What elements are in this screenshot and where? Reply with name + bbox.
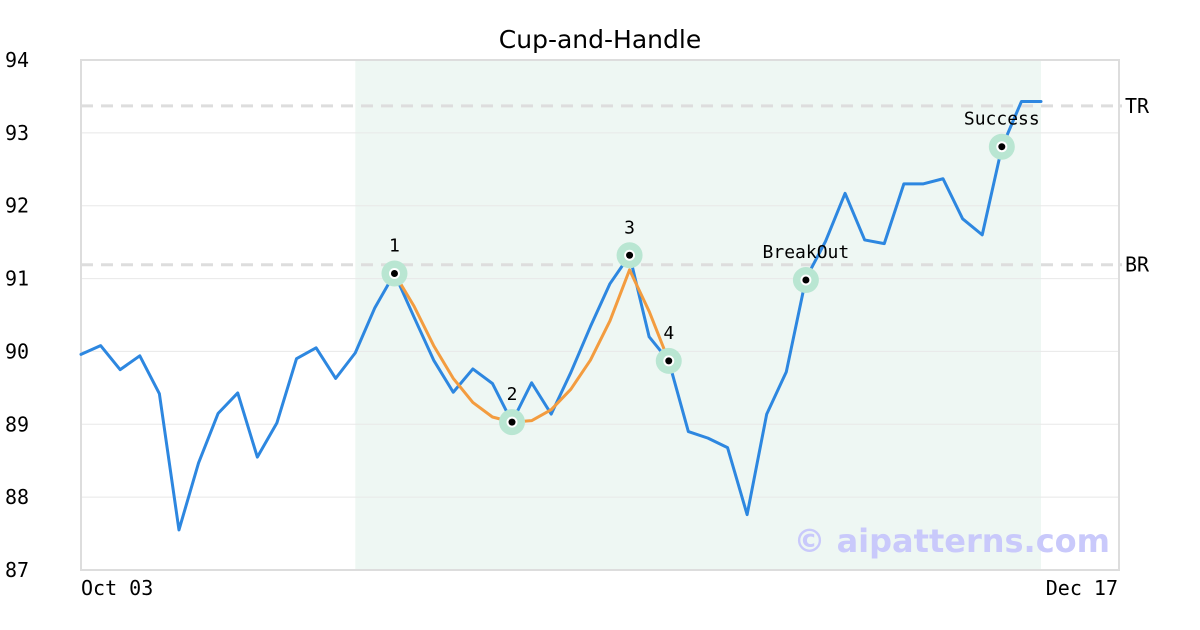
y-tick-label: 91 (5, 267, 29, 291)
y-tick-label: 94 (5, 48, 29, 72)
y-tick-label: 93 (5, 121, 29, 145)
x-end-label: Dec 17 (1046, 576, 1118, 600)
cup-fit-series-line (392, 268, 671, 424)
y-tick-label: 90 (5, 339, 29, 363)
y-axis-ticks: 87 88 89 90 91 92 93 94 (5, 48, 29, 582)
marker-label-success: Success (964, 109, 1040, 130)
series-lines (79, 100, 1043, 532)
marker-dot-success (998, 143, 1006, 151)
y-tick-label: 89 (5, 412, 29, 436)
y-tick-label: 92 (5, 194, 29, 218)
chart-title: Cup-and-Handle (499, 25, 701, 54)
marker-label-1: 1 (389, 235, 400, 256)
plot-frame (80, 59, 1120, 571)
grid-lines (81, 132, 1119, 498)
pattern-markers: 1 2 3 4 BreakOut Success (381, 109, 1040, 436)
reference-label-tr: TR (1125, 94, 1150, 118)
marker-label-4: 4 (663, 323, 674, 344)
y-tick-label: 87 (5, 558, 29, 582)
marker-dot-2 (508, 418, 516, 426)
marker-dot-4 (665, 357, 673, 365)
y-tick-label: 88 (5, 485, 29, 509)
marker-dot-1 (390, 269, 398, 277)
marker-dot-3 (626, 251, 634, 259)
watermark: © aipatterns.com (793, 522, 1110, 560)
marker-label-3: 3 (624, 217, 635, 238)
pattern-highlight-region (355, 60, 1041, 570)
reference-lines: TR BR (81, 94, 1150, 277)
price-series-line (79, 100, 1043, 532)
reference-label-br: BR (1125, 253, 1150, 277)
x-start-label: Oct 03 (81, 576, 153, 600)
marker-dot-breakout (802, 276, 810, 284)
marker-label-2: 2 (507, 384, 518, 405)
marker-label-breakout: BreakOut (763, 242, 850, 263)
